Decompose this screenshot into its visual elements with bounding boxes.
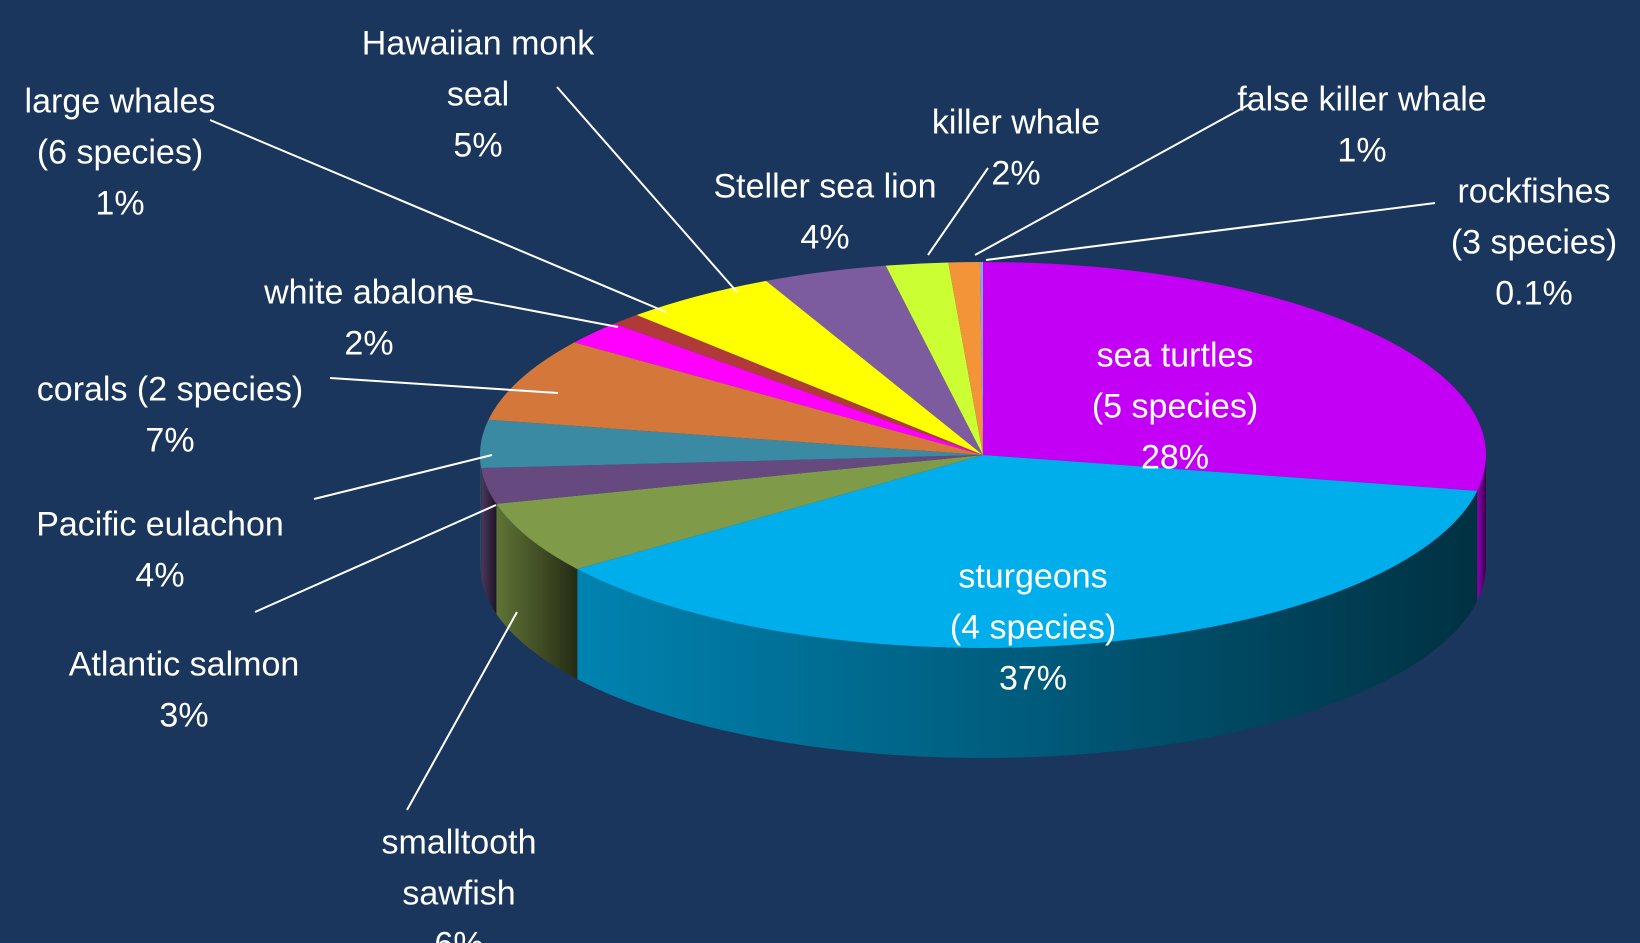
slice-label-line: (5 species) <box>1092 388 1258 426</box>
slice-label-line: Pacific eulachon <box>36 506 284 544</box>
slice-label-5: corals (2 species) 7% <box>37 371 303 460</box>
leader-line-11 <box>974 103 1251 256</box>
slice-label-line: seal <box>447 76 509 114</box>
slice-label-line: sturgeons <box>958 558 1107 596</box>
slice-top-7 <box>614 315 983 455</box>
slice-label-line: 7% <box>145 422 194 460</box>
slice-label-9: Steller sea lion 4% <box>713 168 936 257</box>
slice-top-3 <box>481 455 983 504</box>
slice-label-line: 28% <box>1141 439 1209 477</box>
slice-label-line: smalltooth <box>382 824 537 862</box>
slice-top-10 <box>885 262 983 455</box>
slice-label-line: (3 species) <box>1451 224 1617 262</box>
slice-label-4: Pacific eulachon 4% <box>36 506 284 595</box>
slice-label-line: 37% <box>999 660 1067 698</box>
slice-label-line: 5% <box>453 127 502 165</box>
leader-line-12 <box>985 202 1436 261</box>
slice-label-3: Atlantic salmon 3% <box>69 646 300 735</box>
pie-top-layer <box>479 262 1487 648</box>
slice-side-2 <box>496 503 578 680</box>
slice-label-line: 4% <box>800 219 849 257</box>
slice-label-line: rockfishes <box>1457 173 1610 211</box>
slice-side-4 <box>480 455 482 579</box>
leader-line-4 <box>313 454 493 500</box>
slice-top-9 <box>766 265 983 455</box>
leader-line-3 <box>254 504 497 613</box>
slice-top-0 <box>983 262 1487 491</box>
slice-label-12: rockfishes (3 species) 0.1% <box>1451 173 1617 313</box>
slice-label-line: 2% <box>344 325 393 363</box>
slice-label-7: large whales (6 species) 1% <box>25 83 216 223</box>
slice-label-line: 1% <box>1337 132 1386 170</box>
slice-label-line: Atlantic salmon <box>69 646 300 684</box>
slice-top-8 <box>636 280 983 455</box>
slice-label-line: large whales <box>25 83 216 121</box>
slice-side-0 <box>1477 455 1486 601</box>
pie-side-layer <box>480 455 1486 759</box>
slice-label-line: white abalone <box>263 274 474 312</box>
slice-label-1: sturgeons (4 species) 37% <box>950 558 1116 698</box>
leader-line-layer <box>209 86 1436 811</box>
slice-label-line: false killer whale <box>1237 81 1486 119</box>
slice-label-line: (6 species) <box>37 134 203 172</box>
slice-label-line: sea turtles <box>1097 337 1254 375</box>
leader-line-2 <box>406 611 518 811</box>
slice-label-line: (4 species) <box>950 609 1116 647</box>
slice-label-6: white abalone 2% <box>263 274 474 363</box>
leader-line-5 <box>329 377 559 394</box>
slice-top-11 <box>948 262 983 455</box>
slice-top-12 <box>979 262 983 455</box>
slice-top-5 <box>488 342 983 455</box>
leader-line-10 <box>927 167 989 256</box>
leader-line-7 <box>209 119 667 313</box>
slice-label-0: sea turtles (5 species) 28% <box>1092 337 1258 477</box>
leader-line-6 <box>454 295 619 328</box>
slice-label-line: corals (2 species) <box>37 371 303 409</box>
slice-label-2: smalltooth sawfish 6% <box>382 824 537 943</box>
label-layer: sea turtles (5 species) 28% sturgeons (4 spe… <box>25 25 1618 943</box>
slice-label-line: 4% <box>135 557 184 595</box>
slice-label-line: 6% <box>434 926 483 943</box>
slice-top-4 <box>479 419 983 469</box>
slice-side-3 <box>481 468 497 614</box>
slice-side-1 <box>577 490 1478 759</box>
slice-label-10: killer whale 2% <box>932 104 1100 193</box>
slice-top-6 <box>574 323 983 455</box>
slice-top-2 <box>496 455 983 570</box>
slice-label-11: false killer whale 1% <box>1237 81 1486 170</box>
slice-label-line: Steller sea lion <box>713 168 936 206</box>
slice-label-line: 3% <box>159 697 208 735</box>
slice-label-line: 1% <box>95 185 144 223</box>
slice-label-8: Hawaiian monk seal 5% <box>362 25 595 165</box>
slice-label-line: killer whale <box>932 104 1100 142</box>
slice-top-1 <box>577 455 1478 648</box>
leader-line-8 <box>556 86 738 293</box>
slice-label-line: Hawaiian monk <box>362 25 595 63</box>
slice-label-line: 2% <box>991 155 1040 193</box>
slice-label-line: 0.1% <box>1495 275 1573 313</box>
slice-label-line: sawfish <box>402 875 515 913</box>
